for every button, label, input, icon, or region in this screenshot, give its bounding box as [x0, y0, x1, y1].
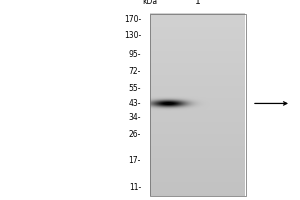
- Text: 11-: 11-: [129, 183, 141, 192]
- Text: 72-: 72-: [129, 67, 141, 76]
- Bar: [150, 14, 246, 196]
- Text: 170-: 170-: [124, 15, 141, 24]
- Text: 130-: 130-: [124, 31, 141, 40]
- Text: 26-: 26-: [129, 130, 141, 139]
- Text: 55-: 55-: [128, 84, 141, 93]
- Text: 95-: 95-: [128, 50, 141, 59]
- Text: kDa: kDa: [142, 0, 158, 6]
- Text: 17-: 17-: [129, 156, 141, 165]
- Text: 43-: 43-: [128, 99, 141, 108]
- Text: 1: 1: [195, 0, 201, 6]
- Text: 34-: 34-: [128, 113, 141, 122]
